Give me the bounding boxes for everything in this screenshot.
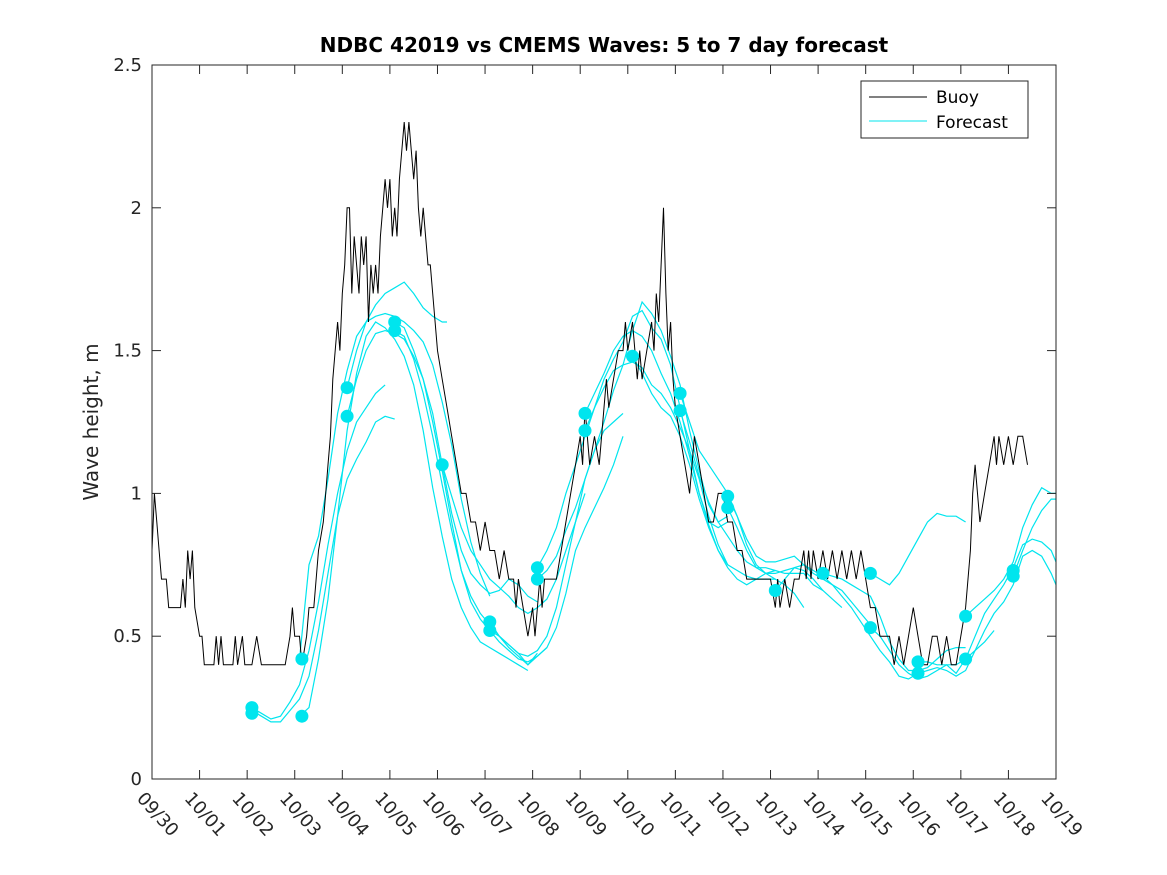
forecast-marker-6 bbox=[340, 409, 354, 423]
forecast-line-2 bbox=[251, 384, 386, 720]
forecast-marker-11 bbox=[483, 624, 497, 637]
forecast-line-18 bbox=[679, 410, 824, 592]
forecast-line-16 bbox=[631, 356, 776, 580]
forecast-marker-12 bbox=[530, 561, 544, 575]
y-tick-label: 0 bbox=[131, 769, 142, 790]
forecast-marker-8 bbox=[388, 324, 402, 338]
forecast-marker-23 bbox=[863, 566, 877, 580]
forecast-marker-24 bbox=[863, 621, 877, 635]
forecast-marker-18 bbox=[673, 404, 687, 418]
forecast-line-22 bbox=[822, 572, 966, 672]
legend-buoy-label: Buoy bbox=[936, 88, 979, 108]
y-tick-label: 2.5 bbox=[113, 55, 142, 76]
forecast-marker-26 bbox=[911, 666, 925, 680]
forecast-line-1 bbox=[251, 415, 395, 723]
forecast-line-27 bbox=[965, 486, 1056, 617]
forecast-marker-22 bbox=[816, 566, 830, 580]
forecast-marker-25 bbox=[911, 655, 925, 669]
forecast-line-9 bbox=[441, 464, 586, 615]
legend-box bbox=[860, 80, 1029, 139]
y-tick-labels: 0 0.5 1 1.5 2 2.5 bbox=[113, 55, 142, 790]
forecast-marker-16 bbox=[626, 349, 639, 363]
forecast-line-21 bbox=[774, 564, 919, 680]
series-layer bbox=[151, 122, 1057, 723]
forecast-line-23 bbox=[870, 512, 966, 586]
forecast-marker-13 bbox=[530, 572, 544, 586]
axes-box bbox=[151, 64, 1057, 780]
forecast-line-8 bbox=[394, 330, 548, 666]
forecast-line-14 bbox=[584, 329, 776, 586]
forecast-line-17 bbox=[679, 393, 805, 608]
y-axis-label: Wave height, m bbox=[79, 343, 103, 500]
forecast-line-19 bbox=[727, 496, 871, 626]
legend: Buoy Forecast bbox=[860, 80, 1029, 139]
forecast-marker-30 bbox=[1006, 569, 1020, 583]
forecast-line-24 bbox=[869, 627, 995, 680]
forecast-marker-9 bbox=[435, 458, 449, 472]
forecast-line-10 bbox=[489, 412, 624, 657]
y-tick-label: 1 bbox=[131, 483, 142, 504]
forecast-line-11 bbox=[489, 436, 624, 663]
forecast-marker-14 bbox=[578, 406, 592, 420]
forecast-marker-15 bbox=[578, 424, 592, 438]
forecast-marker-17 bbox=[673, 386, 687, 400]
forecast-line-20 bbox=[727, 507, 843, 609]
forecast-marker-5 bbox=[340, 381, 354, 395]
y-tick-label: 1.5 bbox=[113, 341, 142, 362]
chart-title: NDBC 42019 vs CMEMS Waves: 5 to 7 day fo… bbox=[320, 33, 889, 57]
forecast-marker-21 bbox=[768, 584, 782, 597]
ticks-layer bbox=[151, 64, 1057, 780]
y-tick-label: 0.5 bbox=[113, 626, 142, 647]
forecast-line-28 bbox=[1012, 498, 1056, 577]
buoy-line bbox=[151, 122, 1028, 666]
forecast-marker-2 bbox=[245, 706, 259, 720]
y-tick-label: 2 bbox=[131, 198, 142, 219]
forecast-marker-28 bbox=[959, 652, 973, 666]
forecast-line-15 bbox=[584, 361, 729, 566]
forecast-marker-27 bbox=[959, 609, 973, 623]
forecast-marker-3 bbox=[295, 652, 309, 666]
forecast-line-4 bbox=[299, 321, 529, 717]
legend-forecast-label: Forecast bbox=[936, 113, 1008, 133]
forecast-marker-4 bbox=[295, 709, 309, 723]
forecast-line-26 bbox=[917, 549, 1057, 677]
forecast-marker-19 bbox=[721, 489, 735, 503]
forecast-marker-20 bbox=[721, 501, 735, 515]
